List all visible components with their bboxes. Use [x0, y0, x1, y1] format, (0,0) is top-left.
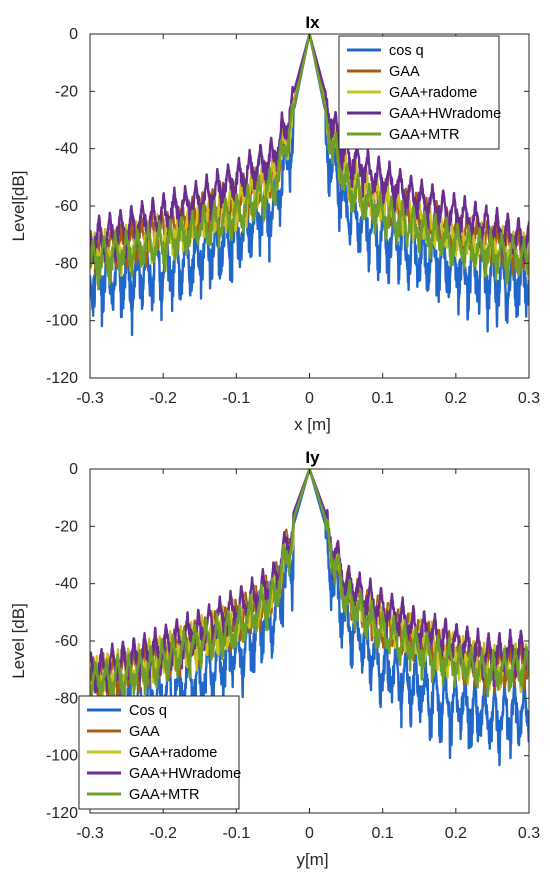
x-axis-label: y[m] — [296, 850, 328, 869]
legend-label: GAA — [129, 724, 160, 740]
series-line-gaa-mtr — [90, 469, 529, 707]
x-tick-label: 0.1 — [372, 390, 394, 407]
legend: Cos q GAA GAA+radome GAA+HWradome GAA+MTR — [78, 695, 241, 810]
y-tick-label: -80 — [55, 255, 78, 272]
x-tick-label: 0.2 — [445, 825, 467, 842]
chart-title: Iy — [305, 448, 320, 467]
y-tick-label: -80 — [55, 690, 78, 707]
y-axis-label: Level[dB] — [9, 171, 28, 242]
x-tick-label: 0.3 — [518, 390, 540, 407]
chart-title: Ix — [305, 13, 320, 32]
y-tick-label: 0 — [69, 461, 78, 478]
y-tick-label: -60 — [55, 198, 78, 215]
x-tick-label: 0 — [305, 390, 314, 407]
x-tick-label: 0 — [305, 825, 314, 842]
legend-label: GAA+MTR — [129, 787, 200, 803]
y-tick-label: 0 — [69, 26, 78, 43]
legend-label: GAA+HWradome — [129, 766, 241, 782]
x-tick-label: 0.3 — [518, 825, 540, 842]
series-line-cos-q — [90, 34, 529, 337]
y-tick-label: -120 — [46, 370, 78, 387]
series-line-gaa-hwradome — [90, 34, 529, 265]
x-tick-label: -0.2 — [149, 390, 177, 407]
y-tick-label: -100 — [46, 313, 78, 330]
x-tick-label: 0.2 — [445, 390, 467, 407]
legend-label: cos q — [389, 43, 424, 59]
y-tick-label: -60 — [55, 633, 78, 650]
x-tick-label: -0.1 — [223, 390, 251, 407]
y-tick-label: -100 — [46, 748, 78, 765]
legend: cos q GAA GAA+radome GAA+HWradome GAA+MTR — [338, 35, 501, 150]
x-tick-label: 0.1 — [372, 825, 394, 842]
legend-label: GAA+MTR — [389, 127, 460, 143]
legend-label: Cos q — [129, 703, 167, 719]
x-tick-label: -0.3 — [76, 390, 104, 407]
series-group — [90, 34, 529, 337]
legend-label: GAA+radome — [389, 85, 477, 101]
y-tick-label: -20 — [55, 518, 78, 535]
chart-ix: -120 -100 -80 -60 -40 -20 0 -0.3 -0.2 -0.1 0 0.1 0.2… — [9, 13, 540, 434]
y-tick-label: -120 — [46, 805, 78, 822]
series-line-gaa — [90, 34, 529, 276]
legend-label: GAA+radome — [129, 745, 217, 761]
x-tick-label: -0.3 — [76, 825, 104, 842]
legend-label: GAA — [389, 64, 420, 80]
series-line-gaa-mtr — [90, 34, 529, 291]
y-tick-label: -40 — [55, 141, 78, 158]
x-tick-label: -0.1 — [223, 825, 251, 842]
legend-label: GAA+HWradome — [389, 106, 501, 122]
x-axis-label: x [m] — [294, 415, 331, 434]
y-tick-label: -20 — [55, 83, 78, 100]
x-tick-label: -0.2 — [149, 825, 177, 842]
chart-iy: -120 -100 -80 -60 -40 -20 0 -0.3 -0.2 -0.1 0 0.1 0.2… — [9, 448, 540, 869]
y-axis-label: Level [dB] — [9, 603, 28, 679]
y-tick-label: -40 — [55, 576, 78, 593]
